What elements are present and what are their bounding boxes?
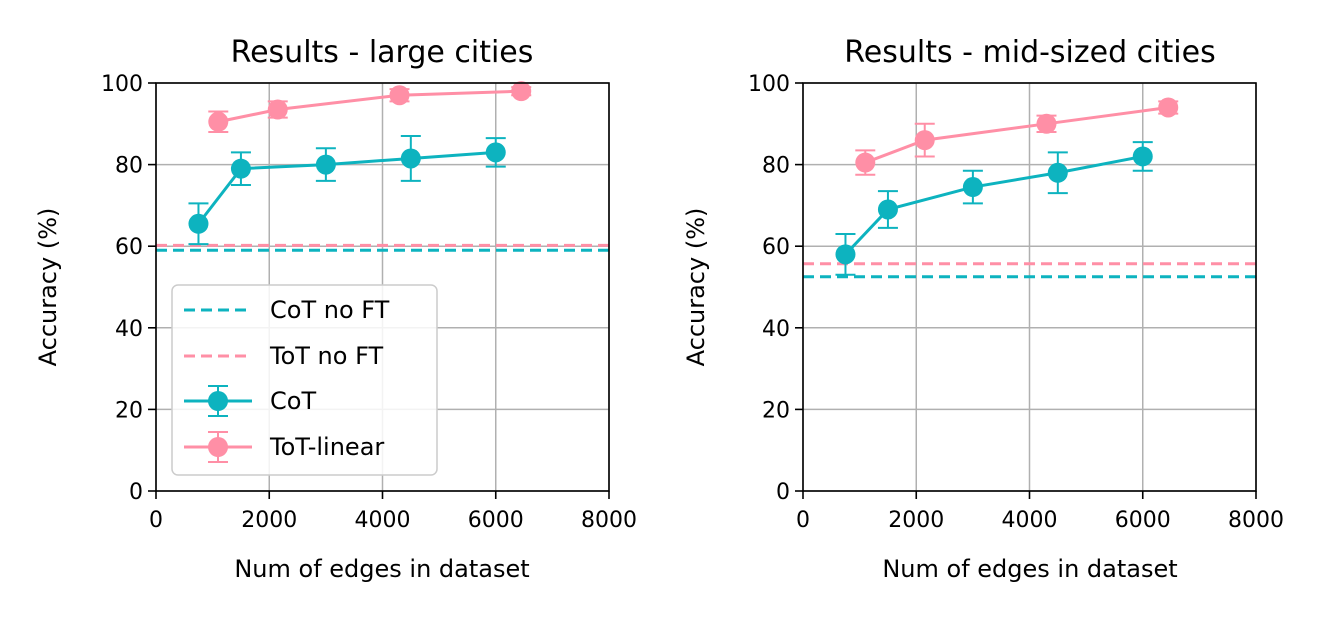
y-tick-label: 80 bbox=[762, 154, 790, 179]
y-tick-label: 100 bbox=[101, 72, 143, 97]
chart-title: Results - mid-sized cities bbox=[844, 35, 1215, 70]
legend: CoT no FT ToT no FT CoT ToT-linear bbox=[171, 284, 438, 476]
data-point bbox=[1036, 113, 1057, 134]
legend-frame bbox=[171, 284, 438, 476]
legend-label-tot-no-ft: ToT no FT bbox=[269, 342, 383, 370]
y-tick-label: 0 bbox=[776, 480, 790, 505]
data-point bbox=[877, 199, 898, 220]
x-axis-ticks: 0 2000 4000 6000 8000 bbox=[796, 491, 1284, 533]
y-tick-label: 60 bbox=[762, 235, 790, 260]
data-point bbox=[1132, 146, 1153, 167]
series-layer bbox=[835, 97, 1179, 276]
x-tick-label: 6000 bbox=[468, 508, 524, 533]
legend-entry-cot: CoT bbox=[184, 385, 316, 417]
data-point bbox=[1047, 162, 1068, 183]
legend-swatch-tot-marker bbox=[208, 437, 228, 457]
data-point bbox=[267, 99, 288, 120]
reference-lines bbox=[156, 243, 609, 252]
series-cot bbox=[188, 135, 506, 246]
data-point bbox=[1158, 97, 1179, 118]
series-layer bbox=[188, 81, 532, 246]
data-point bbox=[485, 142, 506, 163]
x-axis-label: Num of edges in dataset bbox=[882, 555, 1177, 583]
data-point bbox=[962, 177, 983, 198]
y-tick-label: 40 bbox=[115, 317, 143, 342]
x-tick-label: 2000 bbox=[888, 508, 944, 533]
series-line-tot-linear bbox=[217, 89, 522, 124]
legend-swatch-cot-marker bbox=[208, 391, 228, 411]
x-tick-label: 2000 bbox=[241, 508, 297, 533]
x-tick-label: 4000 bbox=[1002, 508, 1058, 533]
legend-entry-tot-linear: ToT-linear bbox=[184, 431, 384, 463]
data-point bbox=[914, 130, 935, 151]
grid bbox=[802, 82, 1257, 492]
chart-panel-mid-sized-cities: Results - mid-sized cities 0 2000 4000 6000… bbox=[682, 35, 1284, 583]
y-tick-label: 0 bbox=[129, 480, 143, 505]
chart-panel-large-cities: Results - large cities 0 2000 4000 6000 8000… bbox=[34, 35, 637, 583]
y-tick-label: 80 bbox=[115, 154, 143, 179]
y-axis-ticks: 0 20 40 60 80 100 bbox=[748, 72, 803, 505]
legend-entry-cot-no-ft: CoT no FT bbox=[184, 296, 390, 324]
reference-lines bbox=[803, 262, 1256, 279]
data-point bbox=[188, 213, 209, 234]
legend-entry-tot-no-ft: ToT no FT bbox=[184, 342, 383, 370]
x-axis-label: Num of edges in dataset bbox=[234, 555, 529, 583]
y-axis-label: Accuracy (%) bbox=[682, 208, 710, 367]
series-line-tot-linear bbox=[864, 105, 1169, 164]
x-tick-label: 6000 bbox=[1115, 508, 1171, 533]
data-point bbox=[230, 158, 251, 179]
y-tick-label: 40 bbox=[762, 317, 790, 342]
data-point bbox=[835, 244, 856, 265]
series-tot-linear bbox=[855, 97, 1179, 176]
series-tot-linear bbox=[208, 81, 532, 133]
legend-label-cot: CoT bbox=[270, 387, 316, 415]
x-tick-label: 0 bbox=[796, 508, 810, 533]
y-tick-label: 20 bbox=[762, 398, 790, 423]
y-tick-label: 20 bbox=[115, 398, 143, 423]
data-point bbox=[400, 148, 421, 169]
data-point bbox=[855, 152, 876, 173]
series-cot bbox=[835, 141, 1153, 276]
data-point bbox=[315, 154, 336, 175]
y-axis-ticks: 0 20 40 60 80 100 bbox=[101, 72, 156, 505]
chart-title: Results - large cities bbox=[231, 35, 534, 70]
y-tick-label: 100 bbox=[748, 72, 790, 97]
x-tick-label: 4000 bbox=[355, 508, 411, 533]
x-tick-label: 0 bbox=[149, 508, 163, 533]
legend-label-cot-no-ft: CoT no FT bbox=[270, 296, 390, 324]
legend-label-tot-linear: ToT-linear bbox=[269, 433, 384, 461]
y-axis-label: Accuracy (%) bbox=[34, 208, 62, 367]
data-point bbox=[389, 85, 410, 106]
x-tick-label: 8000 bbox=[1228, 508, 1284, 533]
y-tick-label: 60 bbox=[115, 235, 143, 260]
data-point bbox=[208, 111, 229, 132]
x-tick-label: 8000 bbox=[581, 508, 637, 533]
x-axis-ticks: 0 2000 4000 6000 8000 bbox=[149, 491, 637, 533]
data-point bbox=[511, 81, 532, 102]
